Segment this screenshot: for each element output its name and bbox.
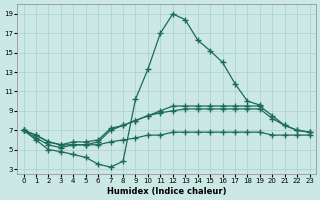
X-axis label: Humidex (Indice chaleur): Humidex (Indice chaleur) <box>107 187 226 196</box>
